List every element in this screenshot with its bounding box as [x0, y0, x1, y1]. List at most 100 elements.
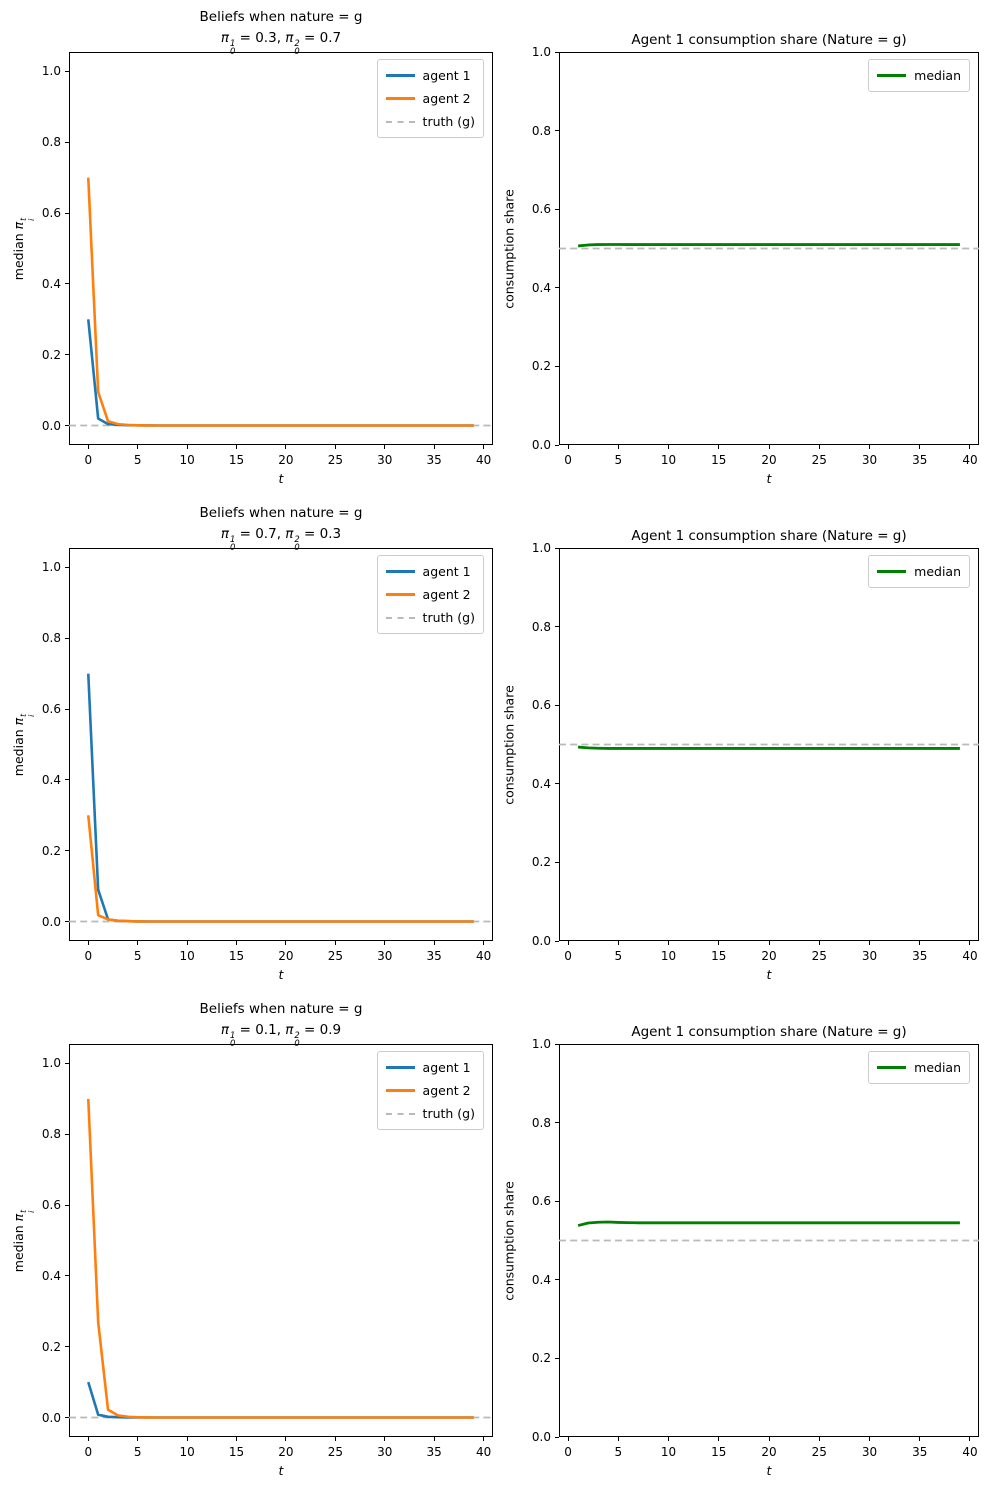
- text-run: = 0.3,: [235, 30, 286, 46]
- x-tick: [768, 941, 770, 945]
- y-tick: [555, 130, 559, 132]
- x-tick: [668, 445, 670, 449]
- y-tick: [65, 1062, 69, 1064]
- text-run: π: [220, 526, 229, 542]
- y-axis-label: consumption share: [502, 1181, 517, 1301]
- y-tick-label: 0.2: [531, 1351, 551, 1366]
- text-run: π: [10, 1213, 26, 1221]
- legend-label: truth (g): [422, 1106, 475, 1121]
- x-tick-label: 30: [861, 1445, 878, 1459]
- legend: median: [868, 555, 970, 588]
- plot-area: [559, 243, 979, 250]
- x-tick: [818, 445, 820, 449]
- x-tick-label: 10: [660, 453, 677, 467]
- y-tick-label: 0.6: [531, 1194, 551, 1209]
- text-run: = 0.7,: [235, 526, 286, 542]
- x-tick: [718, 941, 720, 945]
- legend: agent 1 agent 2 truth (g): [376, 1051, 484, 1130]
- y-tick-label: 0.6: [531, 698, 551, 713]
- legend-line-sample: [877, 570, 907, 573]
- legend-item: agent 1: [385, 1056, 475, 1079]
- x-tick: [433, 445, 435, 449]
- x-tick-label: 20: [761, 1445, 777, 1459]
- legend-label: agent 1: [422, 564, 471, 579]
- y-tick: [65, 850, 69, 852]
- x-tick: [919, 941, 921, 945]
- legend-label: agent 1: [422, 1060, 471, 1075]
- plot-title: Beliefs when nature = g: [199, 1001, 363, 1017]
- x-tick-label: 20: [278, 453, 294, 467]
- legend-label: agent 2: [422, 91, 471, 106]
- y-tick: [65, 921, 69, 923]
- x-tick: [868, 941, 870, 945]
- x-tick-label: 15: [228, 1445, 245, 1459]
- x-tick: [285, 941, 287, 945]
- y-tick-label: 1.0: [41, 1056, 61, 1071]
- x-tick-label: 15: [711, 1445, 727, 1459]
- text-run: consumption share: [501, 1180, 517, 1301]
- text-run: median: [10, 1220, 26, 1272]
- x-tick-label: 25: [811, 453, 827, 467]
- y-tick: [555, 208, 559, 210]
- x-tick-label: 40: [962, 453, 978, 467]
- text-run: π: [220, 1022, 229, 1038]
- y-tick-label: 1.0: [41, 64, 61, 79]
- x-tick: [137, 445, 139, 449]
- text-run: π: [10, 221, 26, 229]
- x-tick: [137, 941, 139, 945]
- x-tick-label: 40: [475, 1445, 492, 1459]
- plot-title: Beliefs when nature = g: [199, 9, 363, 25]
- plot-area: [69, 177, 493, 427]
- y-tick-label: 0.2: [531, 359, 551, 374]
- x-tick-label: 10: [179, 949, 195, 963]
- y-axis-label: consumption share: [502, 189, 517, 309]
- legend-line-sample: [385, 97, 415, 100]
- y-tick-label: 0.0: [531, 438, 551, 452]
- series-line-median: [577, 243, 960, 248]
- x-tick-label: 20: [761, 949, 777, 963]
- y-tick-label: 0.6: [531, 202, 551, 217]
- y-tick: [555, 444, 559, 446]
- y-tick-label: 0.6: [41, 1198, 61, 1213]
- series-line-agent-2: [86, 815, 474, 923]
- x-tick: [919, 445, 921, 449]
- x-axis-label: t: [766, 1463, 772, 1478]
- legend-item: truth (g): [385, 606, 475, 629]
- y-tick: [555, 1357, 559, 1359]
- legend-line-sample: [385, 570, 415, 573]
- y-tick-label: 0.0: [531, 1430, 551, 1444]
- x-tick: [617, 941, 619, 945]
- plot-title: Agent 1 consumption share (Nature = g): [631, 32, 907, 48]
- legend-item: agent 1: [385, 64, 475, 87]
- y-tick-label: 1.0: [531, 1037, 551, 1051]
- legend-line-sample: [385, 616, 415, 619]
- x-tick-label: 30: [861, 949, 878, 963]
- y-tick-label: 0.2: [41, 347, 61, 362]
- x-tick: [285, 445, 287, 449]
- x-tick: [969, 941, 971, 945]
- legend-label: median: [914, 564, 961, 579]
- y-tick-label: 0.0: [41, 914, 61, 929]
- y-tick: [555, 626, 559, 628]
- x-tick: [617, 445, 619, 449]
- x-tick-label: 10: [660, 1445, 677, 1459]
- plot-area: [69, 673, 493, 923]
- x-tick: [236, 941, 238, 945]
- y-tick-label: 0.4: [531, 1272, 551, 1287]
- x-tick: [483, 1437, 485, 1441]
- y-tick: [65, 637, 69, 639]
- text-run: = 0.9: [299, 1022, 342, 1038]
- x-tick: [818, 1437, 820, 1441]
- legend-item: agent 2: [385, 1079, 475, 1102]
- axes-box: [69, 548, 493, 941]
- legend-item: agent 1: [385, 560, 475, 583]
- y-tick-label: 1.0: [531, 45, 551, 59]
- x-tick-label: 5: [133, 1445, 142, 1459]
- legend: agent 1 agent 2 truth (g): [376, 59, 484, 138]
- y-tick-label: 1.0: [531, 541, 551, 555]
